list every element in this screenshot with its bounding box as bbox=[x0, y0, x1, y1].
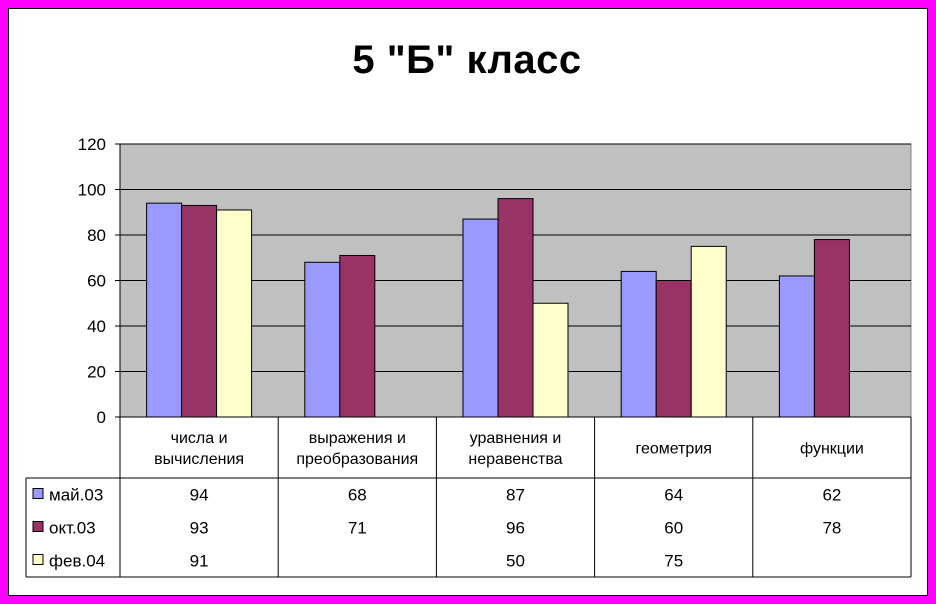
legend-key bbox=[32, 554, 44, 565]
data-label: 75 bbox=[664, 552, 683, 571]
data-label: 62 bbox=[822, 486, 841, 505]
data-label: 91 bbox=[190, 552, 209, 571]
data-label: 94 bbox=[190, 486, 209, 505]
category-label: неравенства bbox=[468, 451, 562, 468]
data-label: 78 bbox=[822, 519, 841, 538]
bar bbox=[813, 239, 850, 418]
legend-key bbox=[32, 488, 44, 499]
category-label: выражения и bbox=[309, 430, 406, 447]
series-name: окт.03 bbox=[49, 519, 96, 538]
bar bbox=[462, 218, 499, 418]
bar bbox=[655, 280, 692, 418]
bar bbox=[304, 261, 341, 418]
category-label: числа и bbox=[171, 430, 228, 447]
bar bbox=[497, 198, 534, 418]
y-tick-label: 60 bbox=[87, 272, 106, 291]
data-label: 50 bbox=[506, 552, 525, 571]
data-label: 87 bbox=[506, 486, 525, 505]
data-label: 64 bbox=[664, 486, 683, 505]
category-label: уравнения и bbox=[470, 430, 562, 447]
data-label: 96 bbox=[506, 519, 525, 538]
bar bbox=[532, 302, 569, 418]
bar bbox=[690, 245, 727, 418]
series-name: май.03 bbox=[49, 486, 103, 505]
y-tick-label: 100 bbox=[78, 181, 106, 200]
y-tick-label: 120 bbox=[78, 135, 106, 154]
category-label: функции bbox=[800, 441, 864, 458]
category-label: геометрия bbox=[635, 441, 711, 458]
data-label: 93 bbox=[190, 519, 209, 538]
legend-key bbox=[32, 521, 44, 532]
category-label: вычисления bbox=[154, 451, 244, 468]
category-label: преобразования bbox=[296, 451, 418, 468]
y-tick-label: 80 bbox=[87, 226, 106, 245]
data-label: 71 bbox=[348, 519, 367, 538]
bar bbox=[216, 209, 253, 418]
chart-title: 5 "Б" класс bbox=[352, 38, 582, 82]
y-tick-label: 40 bbox=[87, 317, 106, 336]
y-tick-label: 20 bbox=[87, 363, 106, 382]
bar bbox=[146, 202, 183, 418]
bar bbox=[339, 254, 376, 418]
series-name: фев.04 bbox=[49, 552, 105, 571]
data-label: 60 bbox=[664, 519, 683, 538]
bar bbox=[778, 275, 815, 418]
bar bbox=[181, 204, 218, 418]
bar bbox=[620, 270, 657, 418]
data-label: 68 bbox=[348, 486, 367, 505]
y-tick-label: 0 bbox=[97, 408, 106, 427]
